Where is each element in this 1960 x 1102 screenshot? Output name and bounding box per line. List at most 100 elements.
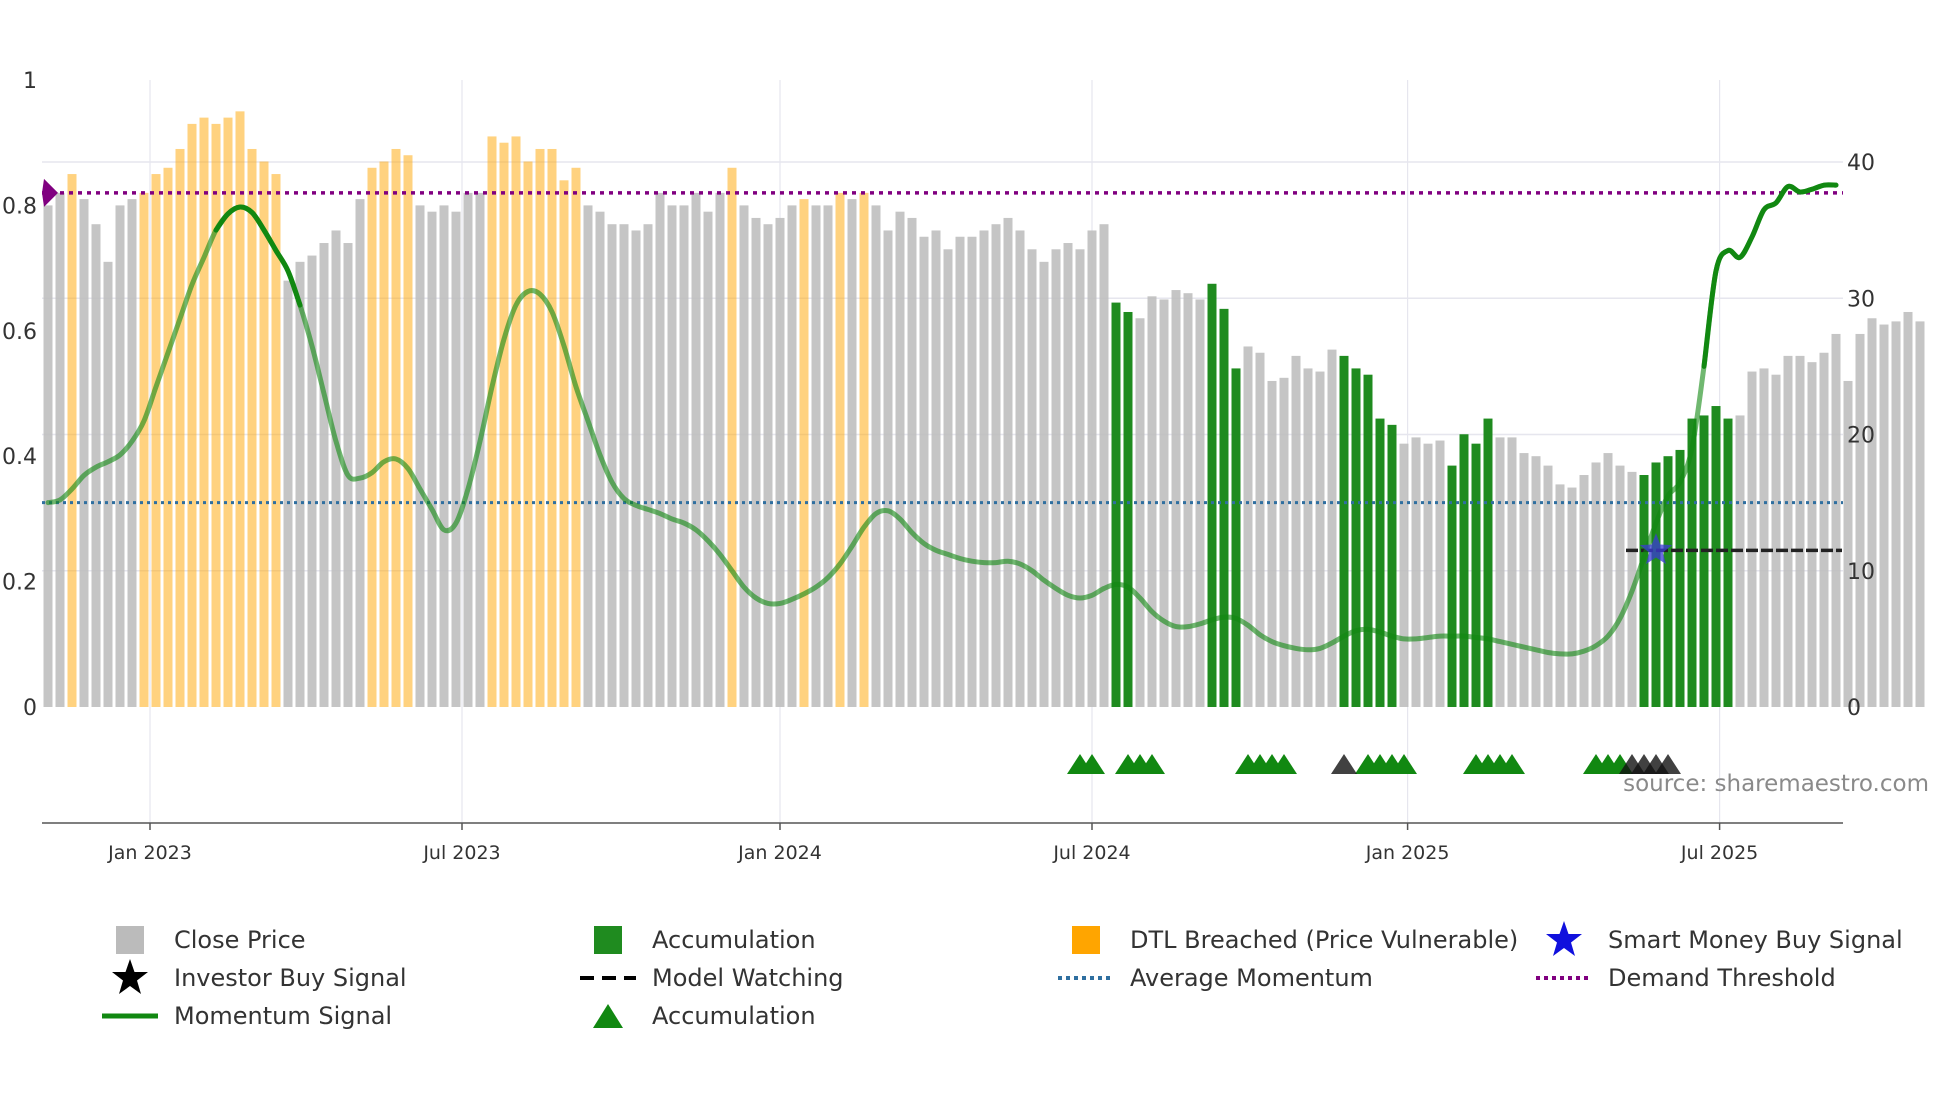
dtl-breached-bar: [535, 148, 545, 708]
demand-threshold-marker: [42, 178, 58, 207]
close-price-bar: [1855, 333, 1865, 707]
close-price-bar: [1795, 355, 1805, 707]
close-price-bar: [1615, 465, 1625, 707]
close-price-bar: [1315, 371, 1325, 707]
close-price-bar: [1039, 261, 1049, 707]
close-price-bar: [847, 199, 857, 707]
left-axis-tick-label: 1: [23, 69, 37, 94]
close-price-bar: [451, 211, 461, 708]
close-price-bar: [1147, 296, 1157, 707]
close-price-bar: [607, 224, 617, 707]
close-price-bar: [1507, 437, 1517, 707]
close-price-bar: [1783, 355, 1793, 707]
close-price-bar: [1519, 453, 1529, 707]
close-price-bar: [1291, 355, 1301, 707]
close-price-bar: [703, 211, 713, 708]
accumulation-bar: [1651, 462, 1661, 707]
accumulation-bar: [1459, 434, 1469, 707]
dtl-breached-bar: [523, 161, 533, 707]
close-price-bar: [1027, 249, 1037, 708]
accumulation-triangle: [1391, 754, 1417, 774]
accumulation-bar: [1207, 283, 1217, 707]
dtl-breached-bar: [235, 111, 245, 708]
dtl-breached-bar: [259, 161, 269, 707]
close-price-bar: [1867, 318, 1877, 707]
accumulation-bar: [1339, 355, 1349, 707]
close-price-bar: [1411, 437, 1421, 707]
close-price-bar: [883, 230, 893, 708]
accumulation-bar: [1471, 443, 1481, 707]
dtl-breached-bar: [139, 192, 149, 708]
accumulation-bar: [1447, 465, 1457, 707]
dtl-breached-bar: [499, 142, 509, 707]
x-axis-tick-label: Jan 2025: [1365, 842, 1450, 864]
momentum-line-strong: [213, 204, 303, 308]
accumulation-bar: [1363, 374, 1373, 707]
close-price-bar: [787, 205, 797, 707]
close-price-bar: [1015, 230, 1025, 708]
close-price-bar: [1267, 380, 1277, 707]
close-price-bar: [355, 199, 365, 707]
close-price-bar: [775, 217, 785, 707]
x-axis-tick-label: Jul 2023: [422, 842, 500, 864]
close-price-bar: [655, 192, 665, 708]
close-price-bar: [415, 205, 425, 707]
x-axis-tick-label: Jul 2024: [1052, 842, 1130, 864]
close-price-bar: [1567, 487, 1577, 707]
close-price-bar: [691, 192, 701, 708]
close-price-bar: [967, 236, 977, 707]
x-axis-tick-label: Jan 2023: [107, 842, 192, 864]
accumulation-bar: [1483, 418, 1493, 707]
close-price-bar: [1051, 249, 1061, 708]
x-axis-tick-label: Jul 2025: [1680, 842, 1758, 864]
dtl-breached-bar: [487, 136, 497, 707]
close-price-bar: [1399, 443, 1409, 707]
accumulation-bar: [1699, 415, 1709, 707]
left-axis-tick-label: 0.2: [2, 571, 37, 596]
close-price-bar: [103, 261, 113, 707]
close-price-bar: [1807, 362, 1817, 707]
close-price-bar: [1303, 368, 1313, 707]
dtl-breached-bar: [403, 155, 413, 708]
close-price-bar: [1555, 484, 1565, 707]
accumulation-bar: [1387, 424, 1397, 707]
accumulation-bar: [1723, 418, 1733, 707]
source-label: source: sharemaestro.com: [1623, 771, 1929, 797]
close-price-bar: [1279, 377, 1289, 707]
dtl-breached-bar: [247, 148, 257, 708]
close-price-bar: [1243, 346, 1253, 707]
close-price-bar: [127, 199, 137, 707]
close-price-bar: [307, 255, 317, 707]
close-price-bar: [823, 205, 833, 707]
dtl-breached-bar: [835, 192, 845, 708]
right-axis-tick-label: 40: [1847, 151, 1875, 176]
close-price-bar: [739, 205, 749, 707]
close-price-bar: [1327, 349, 1337, 707]
dtl-breached-bar: [727, 167, 737, 707]
close-price-bar: [1759, 368, 1769, 707]
axes: [42, 822, 1843, 830]
left-axis-tick-label: 0.6: [2, 320, 37, 345]
dtl-breached-bar: [199, 117, 209, 708]
dtl-breached-bar: [559, 180, 569, 707]
investor-triangle: [1655, 754, 1681, 774]
dtl-breached-bar: [547, 148, 557, 708]
close-price-bar: [1423, 443, 1433, 707]
right-axis-tick-label: 10: [1847, 560, 1875, 585]
close-price-bar: [811, 205, 821, 707]
right-axis-tick-label: 0: [1847, 696, 1861, 721]
close-price-bar: [643, 224, 653, 707]
close-price-bar: [1915, 321, 1925, 707]
momentum-line: [45, 182, 1839, 657]
close-price-bar: [427, 211, 437, 708]
dtl-breached-bar: [271, 174, 281, 708]
investor-triangle: [1331, 754, 1357, 774]
bar-series: [43, 111, 1925, 708]
close-price-bar: [991, 224, 1001, 707]
close-price-bar: [1879, 324, 1889, 707]
dtl-breached-bar: [379, 161, 389, 707]
x-axis-tick-label: Jan 2024: [737, 842, 822, 864]
accumulation-bar: [1687, 418, 1697, 707]
close-price-bar: [1135, 318, 1145, 707]
